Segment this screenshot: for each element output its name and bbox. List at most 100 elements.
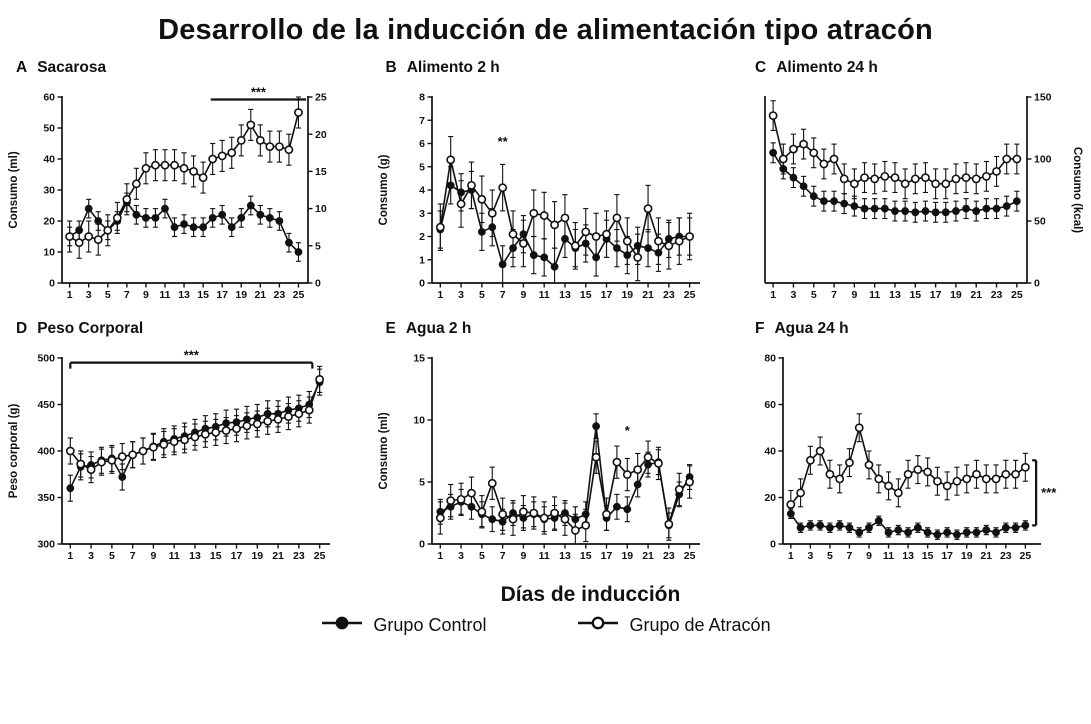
legend-item-control: Grupo Control <box>320 615 486 636</box>
svg-text:0: 0 <box>770 539 776 551</box>
svg-text:11: 11 <box>869 289 880 301</box>
panel-b-caption: B Alimento 2 h <box>374 59 718 77</box>
svg-text:11: 11 <box>159 289 170 301</box>
legend-item-atracon: Grupo de Atracón <box>576 615 771 636</box>
svg-text:***: *** <box>1041 485 1057 500</box>
svg-text:400: 400 <box>37 446 55 458</box>
svg-text:1: 1 <box>437 289 443 301</box>
svg-text:350: 350 <box>37 492 55 504</box>
svg-text:150: 150 <box>1034 92 1052 104</box>
svg-text:3: 3 <box>807 550 813 562</box>
panel-d-caption: D Peso Corporal <box>4 320 348 338</box>
svg-text:6: 6 <box>419 138 425 150</box>
svg-text:1: 1 <box>770 289 776 301</box>
legend: Grupo Control Grupo de Atracón <box>4 615 1087 636</box>
svg-text:19: 19 <box>621 550 633 562</box>
svg-text:3: 3 <box>791 289 797 301</box>
svg-text:23: 23 <box>991 289 1003 301</box>
svg-text:10: 10 <box>43 247 55 259</box>
svg-text:17: 17 <box>216 289 228 301</box>
panel-peso-corporal: D Peso Corporal 300 350 400 450 500 1 3 5 7 9 11 13 1… <box>4 318 348 575</box>
svg-text:5: 5 <box>419 477 425 489</box>
svg-text:19: 19 <box>251 550 263 562</box>
svg-text:Peso corporal (g): Peso corporal (g) <box>8 404 20 499</box>
svg-text:3: 3 <box>458 550 464 562</box>
svg-text:Consumo (g): Consumo (g) <box>378 154 390 225</box>
panel-alimento-2h: B Alimento 2 h 0 1 2 3 4 5 6 7 8 1 3 5 7 9 11 13 15 17 19 21… <box>374 57 718 314</box>
panel-grid: A Sacarosa 0 10 20 30 40 50 60 0 5 10 15 20 25 1 3 5 7 9 11… <box>4 57 1087 575</box>
svg-text:0: 0 <box>315 278 321 290</box>
peso-corporal-plot: 300 350 400 450 500 1 3 5 7 9 11 13 15 17 19 21 23 25 Peso… <box>4 338 348 575</box>
svg-text:23: 23 <box>293 550 305 562</box>
svg-text:23: 23 <box>662 550 674 562</box>
svg-text:21: 21 <box>254 289 266 301</box>
svg-text:21: 21 <box>642 550 654 562</box>
alimento-2h-plot: 0 1 2 3 4 5 6 7 8 1 3 5 7 9 11 13 15 17 19 21 23 25 Consumo (g… <box>374 77 718 314</box>
svg-text:5: 5 <box>811 289 817 301</box>
panel-e-caption: E Agua 2 h <box>374 320 718 338</box>
svg-text:13: 13 <box>889 289 901 301</box>
svg-text:25: 25 <box>315 92 327 104</box>
svg-text:25: 25 <box>1011 289 1023 301</box>
svg-text:21: 21 <box>642 289 654 301</box>
svg-text:25: 25 <box>683 550 695 562</box>
svg-text:5: 5 <box>105 289 111 301</box>
svg-text:19: 19 <box>621 289 633 301</box>
panel-d-title: Peso Corporal <box>37 320 144 337</box>
svg-text:15: 15 <box>413 353 425 365</box>
legend-label-control: Grupo Control <box>373 615 487 635</box>
svg-text:0: 0 <box>419 539 425 551</box>
svg-text:0: 0 <box>49 278 55 290</box>
svg-text:1: 1 <box>437 550 443 562</box>
svg-text:3: 3 <box>458 289 464 301</box>
svg-text:1: 1 <box>419 254 425 266</box>
svg-text:3: 3 <box>86 289 92 301</box>
svg-text:1: 1 <box>67 550 73 562</box>
svg-text:17: 17 <box>930 289 942 301</box>
svg-text:1: 1 <box>67 289 73 301</box>
figure-title: Desarrollo de la inducción de alimentaci… <box>158 14 933 46</box>
svg-text:4: 4 <box>419 185 425 197</box>
svg-text:60: 60 <box>43 92 55 104</box>
svg-text:***: *** <box>184 348 200 363</box>
svg-text:5: 5 <box>419 161 425 173</box>
svg-text:*: * <box>624 423 630 438</box>
svg-text:80: 80 <box>764 353 776 365</box>
svg-text:9: 9 <box>851 289 857 301</box>
svg-text:21: 21 <box>980 550 992 562</box>
svg-text:300: 300 <box>37 539 55 551</box>
svg-text:7: 7 <box>831 289 837 301</box>
svg-text:15: 15 <box>579 289 591 301</box>
svg-text:9: 9 <box>150 550 156 562</box>
svg-text:19: 19 <box>950 289 962 301</box>
panel-agua-2h: E Agua 2 h 0 5 10 15 1 3 5 7 9 11 13 15 17 19 21 23 25 Con… <box>374 318 718 575</box>
panel-a-letter: A <box>16 59 28 76</box>
svg-text:13: 13 <box>189 550 201 562</box>
svg-text:15: 15 <box>210 550 222 562</box>
svg-text:50: 50 <box>1034 216 1046 228</box>
svg-text:0: 0 <box>419 278 425 290</box>
svg-text:5: 5 <box>478 289 484 301</box>
panel-a-title: Sacarosa <box>37 59 107 76</box>
panel-f-caption: F Agua 24 h <box>743 320 1087 338</box>
svg-text:15: 15 <box>579 550 591 562</box>
svg-text:40: 40 <box>764 446 776 458</box>
panel-b-title: Alimento 2 h <box>406 59 500 76</box>
svg-text:9: 9 <box>866 550 872 562</box>
svg-text:3: 3 <box>419 208 425 220</box>
svg-text:5: 5 <box>478 550 484 562</box>
svg-text:5: 5 <box>315 240 321 252</box>
legend-label-atracon: Grupo de Atracón <box>629 615 771 635</box>
svg-text:19: 19 <box>235 289 247 301</box>
svg-text:15: 15 <box>315 166 327 178</box>
svg-text:15: 15 <box>922 550 934 562</box>
svg-text:10: 10 <box>413 415 425 427</box>
svg-text:15: 15 <box>197 289 209 301</box>
panel-c-letter: C <box>755 59 767 76</box>
svg-text:50: 50 <box>43 123 55 135</box>
svg-text:11: 11 <box>169 550 180 562</box>
svg-text:7: 7 <box>130 550 136 562</box>
svg-text:7: 7 <box>499 550 505 562</box>
svg-text:21: 21 <box>272 550 284 562</box>
svg-text:19: 19 <box>961 550 973 562</box>
